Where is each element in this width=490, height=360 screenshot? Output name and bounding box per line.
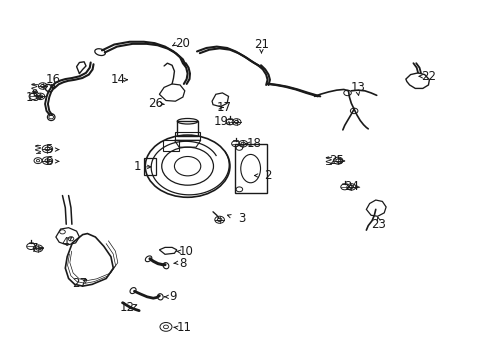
Text: 2: 2 xyxy=(264,169,271,182)
Text: 19: 19 xyxy=(214,115,229,128)
Text: 10: 10 xyxy=(178,245,193,258)
Text: 5: 5 xyxy=(45,143,52,156)
Text: 18: 18 xyxy=(247,137,262,150)
Text: 25: 25 xyxy=(329,154,343,167)
Text: 23: 23 xyxy=(371,219,386,231)
Text: 21: 21 xyxy=(254,38,269,51)
Text: 13: 13 xyxy=(350,81,366,94)
Text: 26: 26 xyxy=(148,98,163,111)
Text: 12: 12 xyxy=(120,301,134,314)
Text: 6: 6 xyxy=(45,155,52,168)
Text: 14: 14 xyxy=(110,73,125,86)
Text: 20: 20 xyxy=(175,37,190,50)
Text: 24: 24 xyxy=(344,180,359,193)
Text: 4: 4 xyxy=(62,237,69,249)
Text: 1: 1 xyxy=(134,160,142,174)
Text: 9: 9 xyxy=(170,290,177,303)
Text: 16: 16 xyxy=(46,73,61,86)
Text: 17: 17 xyxy=(217,101,232,114)
Text: 7: 7 xyxy=(30,242,38,255)
Text: 11: 11 xyxy=(176,321,192,334)
Text: 27: 27 xyxy=(72,277,87,290)
Text: 3: 3 xyxy=(238,212,245,225)
Text: 15: 15 xyxy=(26,91,41,104)
Text: 8: 8 xyxy=(179,257,187,270)
Text: 22: 22 xyxy=(421,70,436,83)
